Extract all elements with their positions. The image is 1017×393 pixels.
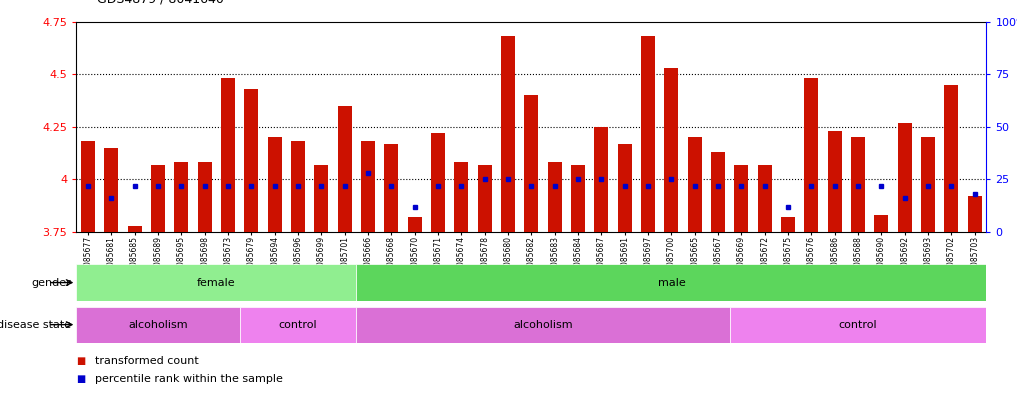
Bar	[81, 141, 95, 232]
Bar	[455, 162, 469, 232]
Bar	[851, 137, 865, 232]
Bar	[267, 137, 282, 232]
Bar	[338, 106, 352, 232]
Bar	[105, 148, 118, 232]
Text: control: control	[839, 320, 878, 330]
Bar	[384, 143, 399, 232]
Bar	[151, 165, 165, 232]
Text: male: male	[658, 277, 685, 288]
Bar	[711, 152, 725, 232]
Bar	[641, 36, 655, 232]
Bar	[501, 36, 515, 232]
Bar	[687, 137, 702, 232]
Bar	[548, 162, 561, 232]
Bar	[525, 95, 538, 232]
Bar	[734, 165, 749, 232]
Bar	[408, 217, 422, 232]
Bar	[572, 165, 585, 232]
Bar	[758, 165, 772, 232]
Text: ■: ■	[76, 374, 85, 384]
Bar	[174, 162, 188, 232]
Bar	[478, 165, 491, 232]
Text: GDS4879 / 8041640: GDS4879 / 8041640	[97, 0, 224, 6]
Text: alcoholism: alcoholism	[514, 320, 573, 330]
Bar	[594, 127, 608, 232]
Bar	[968, 196, 981, 232]
Text: alcoholism: alcoholism	[128, 320, 188, 330]
Bar	[664, 68, 678, 232]
Text: percentile rank within the sample: percentile rank within the sample	[95, 374, 283, 384]
Text: female: female	[197, 277, 236, 288]
Bar	[197, 162, 212, 232]
Bar	[291, 141, 305, 232]
Bar	[356, 307, 730, 343]
Bar	[617, 143, 632, 232]
Bar	[898, 123, 912, 232]
Bar	[804, 78, 819, 232]
Bar	[127, 226, 141, 232]
Bar	[314, 165, 328, 232]
Bar	[221, 78, 235, 232]
Text: gender: gender	[32, 277, 71, 288]
Bar	[361, 141, 375, 232]
Bar	[356, 264, 986, 301]
Bar	[730, 307, 986, 343]
Text: ■: ■	[76, 356, 85, 366]
Bar	[240, 307, 356, 343]
Bar	[828, 131, 842, 232]
Bar	[945, 84, 958, 232]
Bar	[244, 89, 258, 232]
Bar	[76, 264, 356, 301]
Bar	[875, 215, 889, 232]
Bar	[781, 217, 795, 232]
Text: control: control	[279, 320, 317, 330]
Bar	[76, 307, 240, 343]
Bar	[921, 137, 936, 232]
Text: disease state: disease state	[0, 320, 71, 330]
Text: transformed count: transformed count	[95, 356, 198, 366]
Bar	[431, 133, 445, 232]
